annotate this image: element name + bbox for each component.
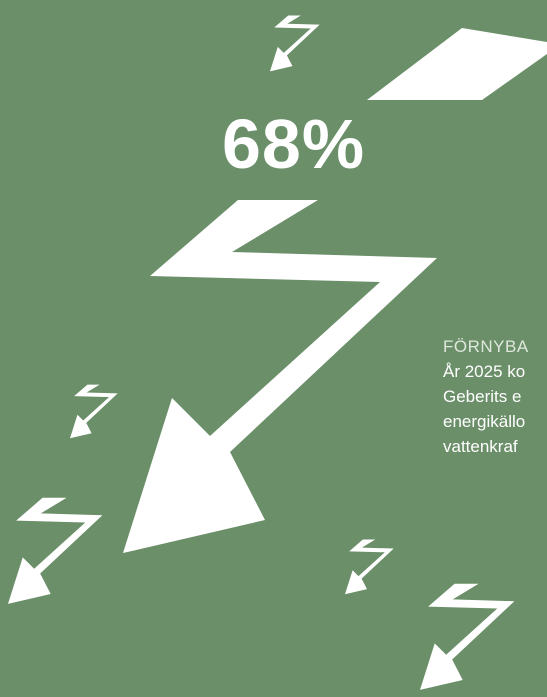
small-bolt	[270, 15, 320, 71]
stat-value: 68%	[222, 104, 365, 184]
text-block: FÖRNYBA År 2025 ko Geberits e energikäll…	[443, 334, 547, 459]
big-bolt	[123, 200, 437, 553]
text-line: Geberits e	[443, 384, 547, 409]
medium-bolt	[8, 498, 102, 604]
text-label: FÖRNYBA	[443, 334, 547, 359]
text-line: vattenkraf	[443, 434, 547, 459]
small-bolt	[70, 385, 118, 439]
small-bolt	[345, 540, 394, 595]
text-line: År 2025 ko	[443, 359, 547, 384]
medium-bolt	[420, 584, 514, 690]
parallelogram	[367, 28, 547, 100]
page: 68% FÖRNYBA År 2025 ko Geberits e energi…	[0, 0, 547, 697]
text-line: energikällo	[443, 409, 547, 434]
